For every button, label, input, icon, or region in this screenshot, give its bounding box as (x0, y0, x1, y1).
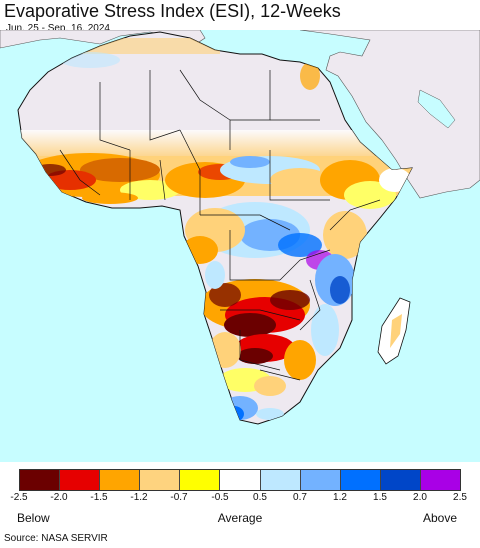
legend-average-label: Average (217, 511, 263, 525)
source-credit: Source: NASA SERVIR (4, 533, 108, 544)
legend-below-label: Below (17, 511, 50, 525)
legend: -2.5 -2.0 -1.5 -1.2 -0.7 -0.5 0.5 0.7 1.… (0, 466, 480, 546)
map-title: Evaporative Stress Index (ESI), 12-Weeks (4, 1, 341, 21)
arabian-gulf (417, 89, 456, 129)
legend-tick: -2.0 (50, 492, 68, 503)
red-sea (332, 82, 380, 160)
legend-tick: 1.2 (333, 492, 347, 503)
legend-swatch (420, 470, 461, 490)
legend-swatch (180, 470, 221, 490)
legend-tick: -0.7 (170, 492, 188, 503)
legend-swatch (260, 470, 301, 490)
legend-above-label: Above (422, 511, 457, 525)
middle-east-land (299, 30, 480, 199)
legend-swatch (380, 470, 421, 490)
date-range: Jun. 25 - Sep. 16, 2024 (6, 23, 110, 34)
legend-tick: -0.5 (211, 492, 229, 503)
legend-tick: -1.2 (130, 492, 148, 503)
legend-tick: -1.5 (90, 492, 108, 503)
legend-tick: 1.5 (373, 492, 387, 503)
esi-field (18, 38, 412, 422)
legend-tick: 2.5 (453, 492, 467, 503)
europe-land (0, 30, 206, 49)
legend-colorbar (19, 469, 461, 491)
legend-swatch (60, 470, 101, 490)
legend-tick: 0.7 (293, 492, 307, 503)
legend-tick: -2.5 (10, 492, 28, 503)
africa-esi-map (0, 30, 480, 462)
legend-tick: 0.5 (253, 492, 267, 503)
legend-swatch (220, 470, 261, 490)
legend-swatch (140, 470, 181, 490)
country-borders (59, 69, 381, 381)
legend-swatch (100, 470, 141, 490)
legend-swatch (340, 470, 381, 490)
legend-tick: 2.0 (413, 492, 427, 503)
legend-swatch (20, 470, 61, 490)
legend-swatch (300, 470, 341, 490)
